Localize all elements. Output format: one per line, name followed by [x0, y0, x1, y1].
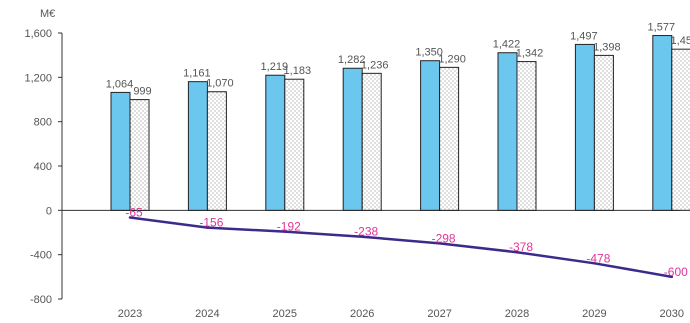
- difference-point: [670, 275, 673, 279]
- bar-series-1: [652, 35, 673, 211]
- bar-label-series-2: 1,398: [593, 41, 621, 53]
- y-tick-label: 400: [34, 161, 52, 173]
- bar-label-series-2: 1,342: [516, 48, 544, 60]
- difference-point: [593, 262, 596, 265]
- y-tick-label: -400: [30, 250, 52, 262]
- x-tick-label: 2024: [195, 308, 219, 320]
- difference-point: [438, 242, 441, 245]
- bar-series-1: [265, 74, 286, 211]
- bar-series-1: [342, 67, 363, 211]
- bar-label-series-1: 1,497: [570, 30, 598, 42]
- bar-series-2: [206, 91, 227, 211]
- bar-label-series-2: 1,454: [671, 35, 690, 47]
- difference-label: -156: [199, 216, 223, 230]
- bar-series-2: [361, 72, 382, 211]
- bar-series-2: [129, 99, 150, 211]
- bar-label-series-1: 1,282: [338, 54, 366, 66]
- x-tick-label: 2026: [350, 308, 374, 320]
- y-tick-label: 800: [34, 117, 52, 129]
- bar-label-series-1: 1,161: [183, 68, 211, 80]
- x-tick-label: 2025: [273, 308, 297, 320]
- difference-label: -192: [277, 220, 301, 234]
- bar-label-series-2: 1,183: [284, 65, 312, 77]
- difference-label: -478: [586, 251, 610, 265]
- bar-label-series-1: 1,219: [261, 61, 289, 73]
- bar-series-2: [516, 61, 537, 211]
- x-tick-label: 2027: [427, 308, 451, 320]
- bar-label-series-1: 1,422: [493, 39, 521, 51]
- bar-series-1: [110, 91, 131, 211]
- y-tick-label: 0: [46, 205, 52, 217]
- bar-series-1: [187, 81, 208, 211]
- bar-series-1: [497, 52, 518, 211]
- y-tick-label: -800: [30, 294, 52, 306]
- bar-label-series-2: 1,070: [206, 78, 234, 90]
- x-tick-label: 2023: [118, 308, 142, 320]
- y-unit-label: M€: [40, 8, 55, 20]
- bar-series-2: [439, 66, 460, 211]
- y-tick-label: 1,600: [24, 28, 52, 40]
- difference-point: [361, 235, 364, 238]
- difference-label: -65: [125, 206, 143, 220]
- bar-label-series-2: 999: [133, 86, 151, 98]
- difference-label: -600: [664, 265, 688, 279]
- bar-series-2: [671, 48, 690, 211]
- difference-label: -298: [432, 231, 456, 245]
- difference-point: [515, 251, 519, 254]
- x-tick-label: 2029: [582, 308, 606, 320]
- difference-line: [128, 216, 674, 279]
- y-tick-label: 1,200: [24, 72, 52, 84]
- difference-point: [283, 230, 286, 233]
- bar-label-series-2: 1,290: [438, 53, 466, 65]
- difference-line-path: [128, 216, 674, 279]
- difference-point: [128, 216, 132, 219]
- bar-label-series-1: 1,064: [106, 78, 134, 90]
- bar-series-1: [574, 43, 595, 211]
- bar-label-series-1: 1,350: [415, 47, 443, 59]
- bars: [110, 35, 690, 211]
- difference-label: -238: [354, 225, 378, 239]
- x-tick-label: 2028: [505, 308, 529, 320]
- difference-label: -378: [509, 240, 533, 254]
- x-tick-label: 2030: [660, 308, 684, 320]
- bar-series-1: [420, 60, 441, 211]
- bar-series-2: [593, 54, 614, 211]
- bar-label-series-1: 1,577: [648, 22, 676, 34]
- bar-series-2: [284, 78, 305, 211]
- difference-point: [206, 226, 209, 229]
- bar-label-series-2: 1,236: [361, 59, 389, 71]
